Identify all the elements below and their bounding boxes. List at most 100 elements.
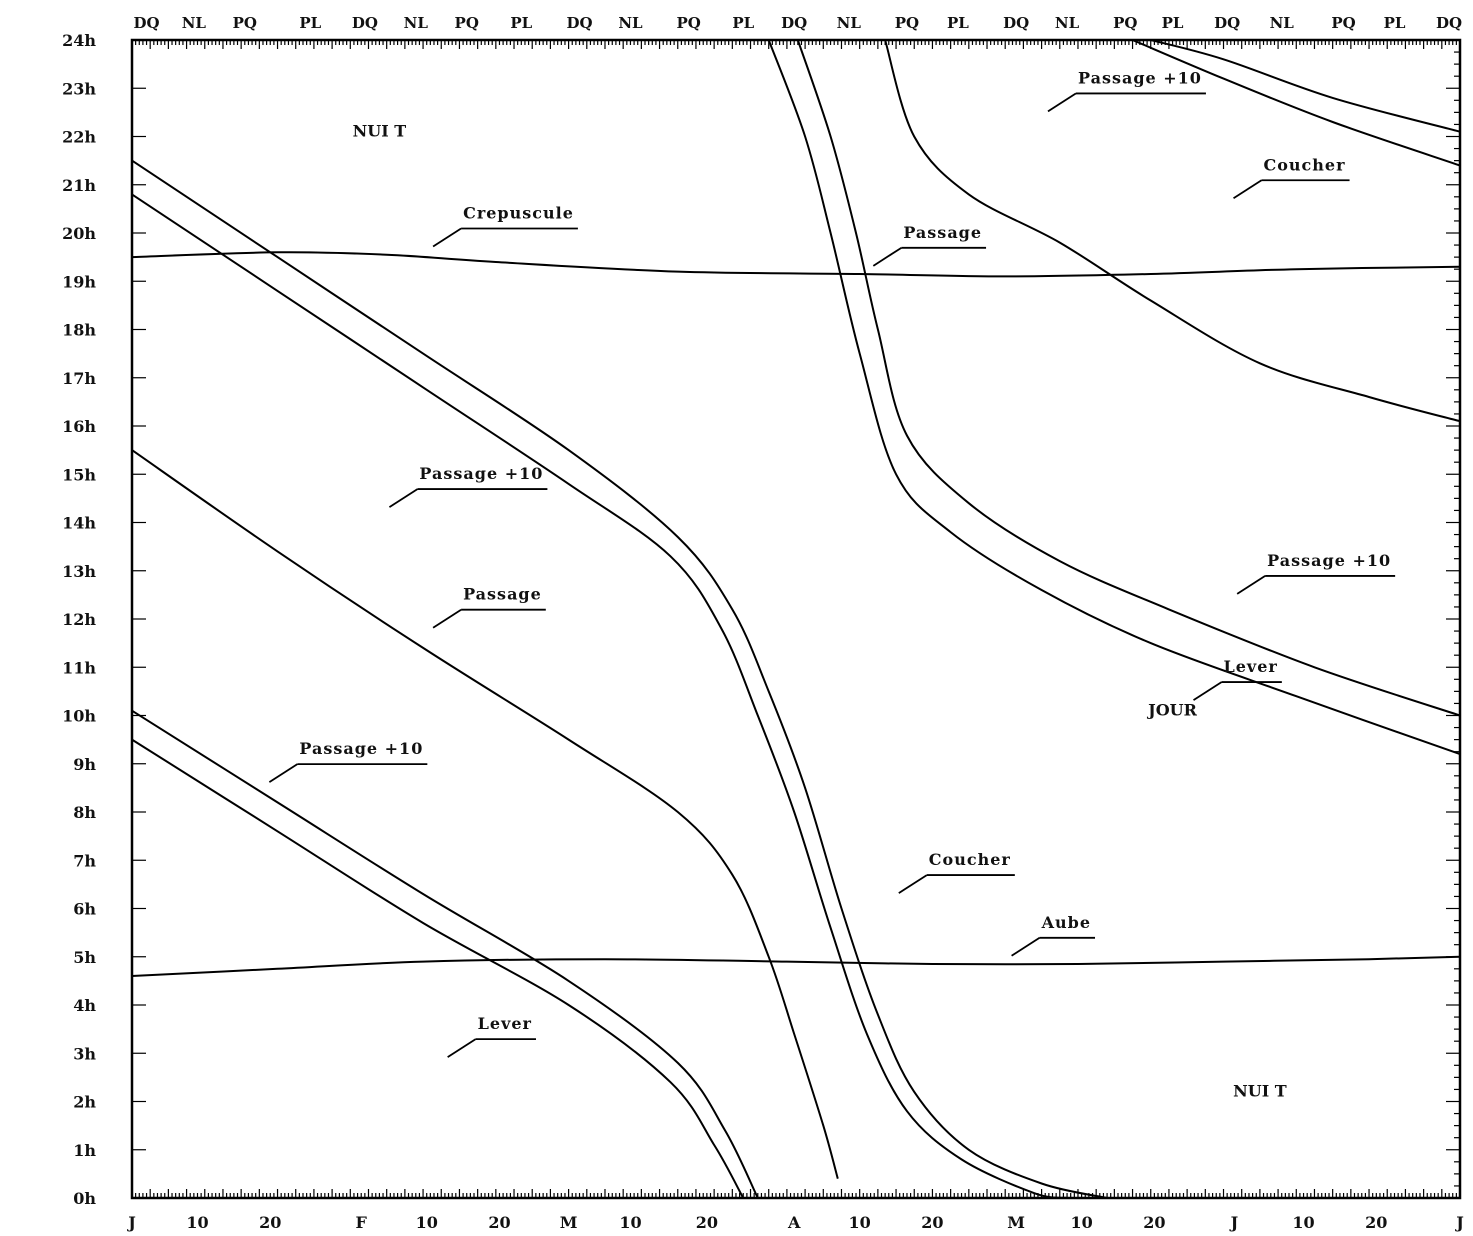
x-tick-label: 10	[1292, 1213, 1314, 1232]
x-tick-label: M	[560, 1213, 578, 1232]
moon-phase-label: NL	[1270, 14, 1295, 32]
series-line	[131, 193, 1068, 1199]
y-tick-label: 11h	[62, 658, 96, 677]
x-tick-label: M	[1007, 1213, 1025, 1232]
curve-annotation: Passage +10	[299, 739, 423, 758]
moon-phase-label: PL	[1162, 14, 1184, 32]
annotation-leader	[1011, 937, 1041, 957]
moon-phase-label: NL	[837, 14, 862, 32]
x-tick-label: J	[126, 1213, 136, 1232]
x-tick-label: F	[356, 1213, 368, 1232]
moon-phase-label: PQ	[1113, 14, 1137, 32]
annotation-leader	[1193, 681, 1222, 701]
y-tick-label: 6h	[73, 900, 96, 919]
series-line	[1132, 39, 1461, 167]
y-tick-label: 18h	[62, 321, 96, 340]
y-tick-label: 8h	[73, 803, 96, 822]
moon-phase-label: PQ	[455, 14, 479, 32]
curve-annotation: Passage	[903, 223, 982, 242]
moon-phase-label: DQ	[1003, 14, 1029, 32]
x-tick-label: J	[1229, 1213, 1239, 1232]
y-tick-label: 19h	[62, 272, 96, 291]
y-tick-label: 4h	[73, 996, 96, 1015]
annotation-leader	[1236, 575, 1266, 595]
annotation-leader	[1047, 92, 1077, 113]
y-tick-label: 12h	[62, 610, 96, 629]
x-tick-label: 10	[1070, 1213, 1092, 1232]
y-tick-label: 3h	[73, 1044, 96, 1063]
y-tick-label: 0h	[73, 1189, 96, 1208]
moon-phase-label: DQ	[566, 14, 592, 32]
annotation-leader	[898, 874, 928, 894]
y-tick-label: 21h	[62, 176, 96, 195]
x-tick-label: 20	[696, 1213, 718, 1232]
moon-phase-label: PQ	[676, 14, 700, 32]
y-tick-label: 14h	[62, 514, 96, 533]
curve-annotation: Crepuscule	[463, 204, 574, 223]
moon-phase-label: DQ	[1214, 14, 1240, 32]
curve-annotation: Passage	[463, 585, 542, 604]
annotation-leader	[388, 488, 418, 508]
series-line	[131, 159, 1108, 1199]
labels: 0h 1h 2h 3h 4h 5h 6h 7h 8h 9h 10h 11h 12h 13h 14h 15h 16…	[62, 14, 1464, 1232]
curve-annotation: Coucher	[1264, 155, 1346, 174]
series-line	[131, 955, 1461, 977]
series-line	[131, 251, 1461, 278]
moon-phase-label: NL	[1055, 14, 1080, 32]
moon-phase-label: PQ	[233, 14, 257, 32]
x-tick-label: 10	[619, 1213, 641, 1232]
y-tick-label: 13h	[62, 562, 96, 581]
region-label: JOUR	[1146, 701, 1197, 720]
curve-annotation: Lever	[478, 1014, 532, 1033]
annotation-leader	[872, 247, 902, 267]
curve-annotation: Coucher	[929, 850, 1011, 869]
moon-phase-label: PL	[299, 14, 321, 32]
series-line	[131, 709, 759, 1199]
plot-frame	[130, 38, 1462, 1200]
y-tick-label: 7h	[73, 851, 96, 870]
series-line	[767, 39, 1461, 756]
x-tick-label: 20	[1143, 1213, 1165, 1232]
x-tick-label: J	[1454, 1213, 1464, 1232]
curve-annotation: Aube	[1041, 913, 1091, 932]
annotation-leader	[447, 1038, 477, 1058]
y-tick-label: 17h	[62, 369, 96, 388]
x-tick-label: 20	[1365, 1213, 1387, 1232]
region-label: NUI T	[1233, 1082, 1287, 1101]
curve-annotation: Passage +10	[1267, 551, 1391, 570]
annotation-leader	[268, 763, 298, 783]
moon-phase-label: PL	[732, 14, 754, 32]
x-tick-label: 20	[259, 1213, 281, 1232]
moon-phase-label: DQ	[1436, 14, 1462, 32]
series-line	[1150, 39, 1461, 133]
axis-ticks	[131, 39, 1461, 1199]
y-tick-label: 1h	[73, 1141, 96, 1160]
series-line	[884, 39, 1461, 423]
annotation-leader	[432, 227, 462, 248]
moon-phase-label: DQ	[134, 14, 160, 32]
series-line	[796, 39, 1461, 717]
y-tick-label: 2h	[73, 1093, 96, 1112]
y-tick-label: 9h	[73, 755, 96, 774]
moon-phase-label: DQ	[352, 14, 378, 32]
region-label: NUI T	[353, 122, 407, 141]
x-tick-label: 10	[849, 1213, 871, 1232]
y-tick-label: 24h	[62, 31, 96, 50]
moon-phase-label: PQ	[1331, 14, 1355, 32]
moon-phase-label: NL	[618, 14, 643, 32]
series-line	[131, 738, 745, 1199]
y-tick-label: 5h	[73, 948, 96, 967]
y-tick-label: 22h	[62, 128, 96, 147]
y-tick-label: 20h	[62, 224, 96, 243]
moon-phase-label: PL	[1384, 14, 1406, 32]
x-tick-label: A	[787, 1213, 801, 1232]
x-tick-label: 10	[416, 1213, 438, 1232]
y-tick-label: 15h	[62, 465, 96, 484]
y-tick-label: 10h	[62, 707, 96, 726]
annotation-leader	[432, 608, 462, 629]
y-tick-label: 16h	[62, 417, 96, 436]
curve-annotation: Passage +10	[419, 464, 543, 483]
moon-phase-label: PL	[510, 14, 532, 32]
moon-phase-label: PL	[947, 14, 969, 32]
